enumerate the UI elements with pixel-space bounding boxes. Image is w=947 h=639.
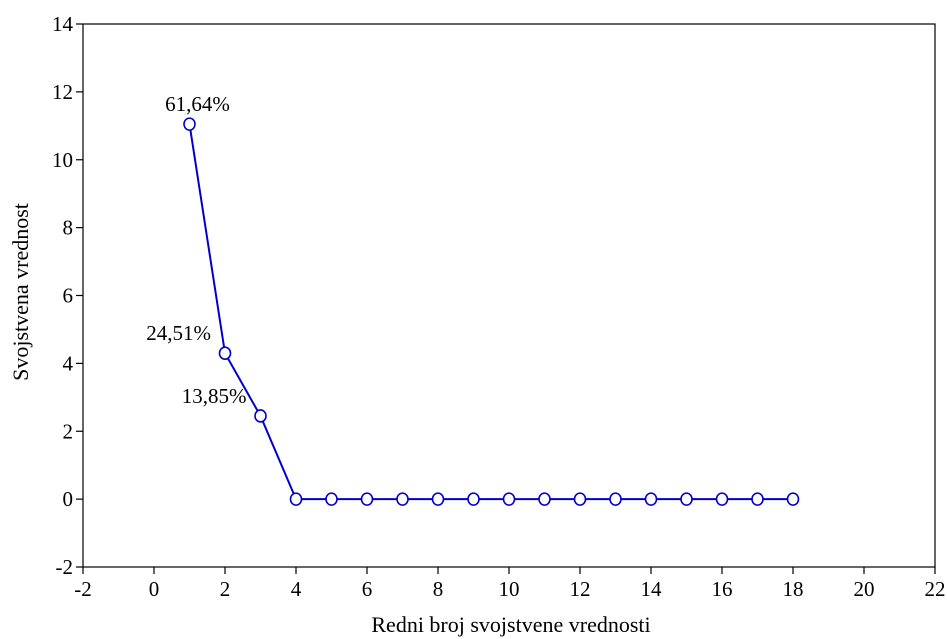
data-point <box>786 492 800 506</box>
x-tick-label: 2 <box>220 577 231 601</box>
data-point <box>644 492 658 506</box>
y-tick-label: -2 <box>56 555 74 579</box>
y-tick-label: 4 <box>63 351 74 375</box>
data-labels: 61,64% 24,51% 13,85% <box>146 92 246 408</box>
y-axis-title: Svojstvena vrednost <box>8 203 33 381</box>
data-point <box>183 117 196 131</box>
x-tick-label: 14 <box>641 577 663 601</box>
data-point <box>751 492 764 506</box>
y-tick-label: 12 <box>52 80 73 104</box>
data-point <box>360 492 374 506</box>
data-point <box>396 492 409 506</box>
data-point <box>538 492 551 506</box>
x-tick-label: 6 <box>362 577 373 601</box>
data-label: 13,85% <box>182 384 247 408</box>
x-axis-title: Redni broj svojstvene vrednosti <box>371 612 650 637</box>
x-tick-label: 22 <box>925 577 946 601</box>
y-tick-label: 6 <box>63 284 74 308</box>
y-tick-label: 10 <box>52 148 73 172</box>
data-point <box>573 492 587 506</box>
data-point <box>715 492 729 506</box>
data-point <box>289 492 303 506</box>
x-tick-label: 4 <box>291 577 302 601</box>
data-point <box>467 492 480 506</box>
x-tick-label: 20 <box>854 577 875 601</box>
data-point <box>254 409 267 423</box>
x-tick-label: -2 <box>74 577 92 601</box>
x-tick-label: 0 <box>149 577 160 601</box>
data-point <box>218 346 232 360</box>
x-tick-label: 12 <box>570 577 591 601</box>
y-tick-label: 0 <box>63 487 74 511</box>
data-label: 61,64% <box>165 92 230 116</box>
x-tick-label: 8 <box>433 577 444 601</box>
data-point <box>325 492 338 506</box>
y-tick-label: 14 <box>52 12 74 36</box>
x-tick-label: 10 <box>499 577 520 601</box>
data-label: 24,51% <box>146 321 211 345</box>
data-point <box>680 492 693 506</box>
data-point <box>502 492 516 506</box>
x-tick-label: 18 <box>783 577 804 601</box>
data-point <box>609 492 622 506</box>
y-tick-label: 2 <box>63 419 74 443</box>
data-point <box>431 492 445 506</box>
x-tick-label: 16 <box>712 577 733 601</box>
series-line <box>188 123 793 501</box>
y-tick-label: 8 <box>63 216 74 240</box>
data-series <box>183 117 800 506</box>
axes: -2 0 2 4 6 8 10 12 14 16 18 20 22 -2 0 2 4 6 8 10 12 14 <box>52 12 946 601</box>
